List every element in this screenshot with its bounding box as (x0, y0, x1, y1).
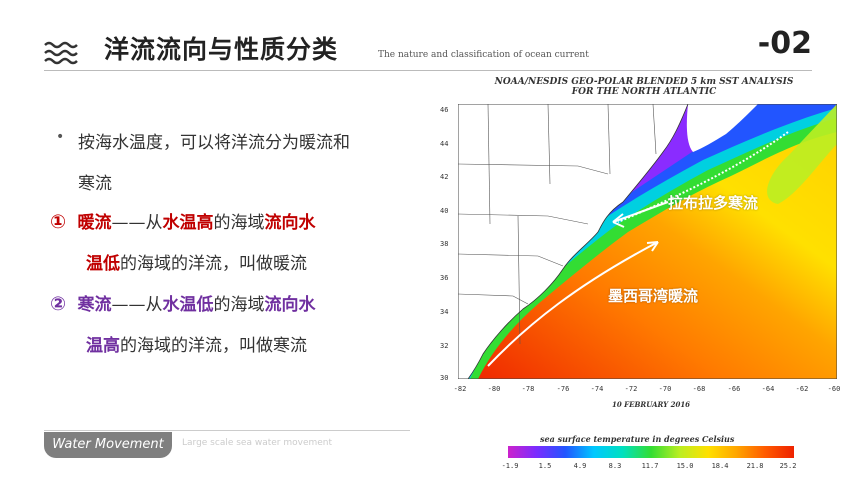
lat-tick-36: 36 (440, 274, 449, 282)
cold-to-b: 温高 (86, 336, 120, 356)
cold-rest: 的海域的洋流，叫做寒流 (120, 336, 307, 356)
colorbar-tick: 1.5 (538, 462, 552, 470)
cold-mid: 的海域 (213, 295, 265, 315)
warm-dash: ——从 (111, 213, 163, 233)
header-divider (44, 70, 812, 71)
temperature-colorbar (508, 446, 794, 458)
footer-badge: Water Movement (44, 432, 172, 458)
colorbar-tick: 21.8 (746, 462, 764, 470)
lon-tick: -70 (658, 385, 672, 393)
map-title-line-2: FOR THE NORTH ATLANTIC (571, 87, 717, 97)
page-number: -02 (757, 26, 812, 61)
colorbar-tick: 4.9 (573, 462, 587, 470)
cold-to-a: 流向水 (264, 295, 316, 315)
colorbar-tick: 8.3 (608, 462, 622, 470)
colorbar-tick: 25.2 (779, 462, 797, 470)
lat-tick-38: 38 (440, 240, 449, 248)
colorbar-tick: 15.0 (676, 462, 694, 470)
lon-tick: -68 (692, 385, 706, 393)
lon-tick: -60 (827, 385, 841, 393)
lat-tick-32: 32 (440, 342, 449, 350)
map-title-line-1: NOAA/NESDIS GEO-POLAR BLENDED 5 km SST A… (494, 77, 794, 87)
warm-to-b: 温低 (86, 254, 120, 274)
labrador-current-label: 拉布拉多寒流 (668, 194, 759, 212)
footer-subtitle: Large scale sea water movement (182, 438, 333, 448)
warm-rest: 的海域的洋流，叫做暖流 (120, 254, 307, 274)
lat-tick-34: 34 (440, 308, 449, 316)
warm-term: 暖流 (77, 213, 112, 233)
warm-to-a: 流向水 (264, 213, 316, 233)
map-title: NOAA/NESDIS GEO-POLAR BLENDED 5 km SST A… (444, 77, 844, 97)
warm-line-1: ① 暖流——从水温高的海域流向水 (50, 208, 316, 233)
colorbar-title: sea surface temperature in degrees Celsi… (540, 434, 735, 444)
bullet-line-1: 按海水温度，可以将洋流分为暖流和 (78, 133, 350, 153)
lon-tick: -78 (521, 385, 535, 393)
page-subtitle: The nature and classification of ocean c… (378, 50, 589, 60)
lon-tick: -74 (590, 385, 604, 393)
cold-term: 寒流 (77, 295, 112, 315)
cold-line-2: 温高的海域的洋流，叫做寒流 (86, 331, 307, 356)
warm-from: 水温高 (162, 213, 214, 233)
lat-tick-30: 30 (440, 374, 449, 382)
page-title: 洋流流向与性质分类 (104, 35, 339, 64)
gulf-stream-label: 墨西哥湾暖流 (608, 287, 699, 305)
colorbar-tick: 11.7 (641, 462, 659, 470)
lat-tick-42: 42 (440, 173, 449, 181)
bullet-line-2: 寒流 (78, 174, 112, 194)
lat-tick-40: 40 (440, 207, 449, 215)
lat-tick-44: 44 (440, 140, 449, 148)
lon-tick: -80 (487, 385, 501, 393)
lon-tick: -76 (556, 385, 570, 393)
bullet-dot: • (56, 129, 65, 145)
sst-map (458, 104, 837, 379)
cold-number: ② (50, 293, 67, 315)
lon-tick: -66 (727, 385, 741, 393)
lon-tick: -62 (795, 385, 809, 393)
warm-mid: 的海域 (213, 213, 265, 233)
waves-icon (44, 41, 78, 65)
lon-tick: -64 (761, 385, 775, 393)
colorbar-tick: 18.4 (711, 462, 729, 470)
footer-divider (44, 430, 410, 431)
cold-dash: ——从 (111, 295, 163, 315)
lon-tick: -72 (624, 385, 638, 393)
colorbar-tick: -1.9 (501, 462, 519, 470)
warm-line-2: 温低的海域的洋流，叫做暖流 (86, 249, 307, 274)
cold-from: 水温低 (162, 295, 214, 315)
cold-line-1: ② 寒流——从水温低的海域流向水 (50, 290, 316, 315)
warm-number: ① (50, 211, 67, 233)
map-date: 10 FEBRUARY 2016 (612, 400, 691, 409)
lat-tick-46: 46 (440, 106, 449, 114)
lon-tick: -82 (453, 385, 467, 393)
